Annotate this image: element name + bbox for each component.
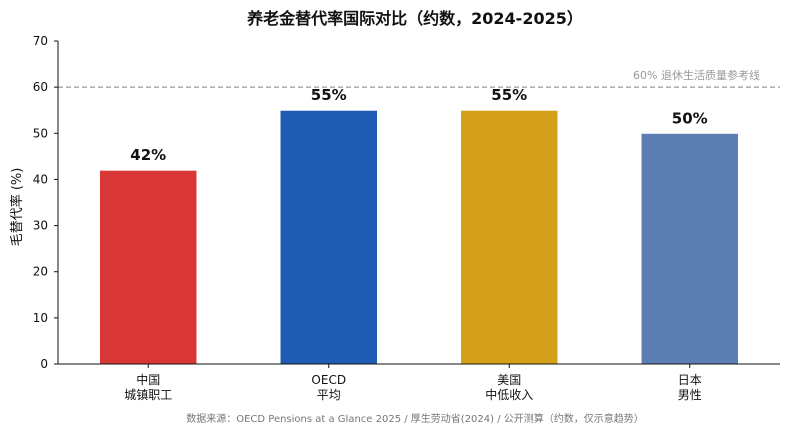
x-tick-label: 城镇职工	[124, 388, 172, 402]
x-tick-label: 日本	[678, 373, 702, 387]
y-tick-label: 0	[40, 357, 48, 371]
bar-value-label: 55%	[491, 86, 527, 104]
bar-value-label: 55%	[311, 86, 347, 104]
x-tick-label: 平均	[317, 388, 341, 402]
y-tick-label: 50	[33, 126, 48, 140]
bar-value-label: 42%	[130, 146, 166, 164]
bar-value-label: 50%	[672, 109, 708, 127]
bar	[279, 109, 378, 365]
y-axis-ticks: 0 10 20 30 40 50 60 70	[33, 34, 58, 371]
bar	[460, 109, 559, 365]
bar	[640, 132, 739, 365]
y-tick-label: 30	[33, 219, 48, 233]
y-tick-label: 20	[33, 265, 48, 279]
bars: 42% 55% 55% 50%	[99, 86, 739, 365]
x-tick-label: OECD	[311, 373, 346, 387]
source-note: 数据来源：OECD Pensions at a Glance 2025 / 厚生…	[186, 412, 644, 425]
x-tick-label: 男性	[678, 388, 702, 402]
y-tick-label: 40	[33, 172, 48, 186]
y-axis-label: 毛替代率 (%)	[9, 168, 25, 247]
y-tick-label: 70	[33, 34, 48, 48]
reference-line-group: 60% 退休生活质量参考线	[58, 68, 780, 88]
x-tick-label: 美国	[497, 373, 521, 387]
chart-title: 养老金替代率国际对比（约数，2024-2025）	[246, 9, 583, 28]
bar	[99, 169, 198, 365]
y-tick-label: 10	[33, 311, 48, 325]
x-tick-label: 中国	[136, 372, 160, 387]
x-tick-label: 中低收入	[485, 387, 533, 402]
reference-line-label: 60% 退休生活质量参考线	[633, 68, 760, 82]
y-tick-label: 60	[33, 80, 48, 94]
